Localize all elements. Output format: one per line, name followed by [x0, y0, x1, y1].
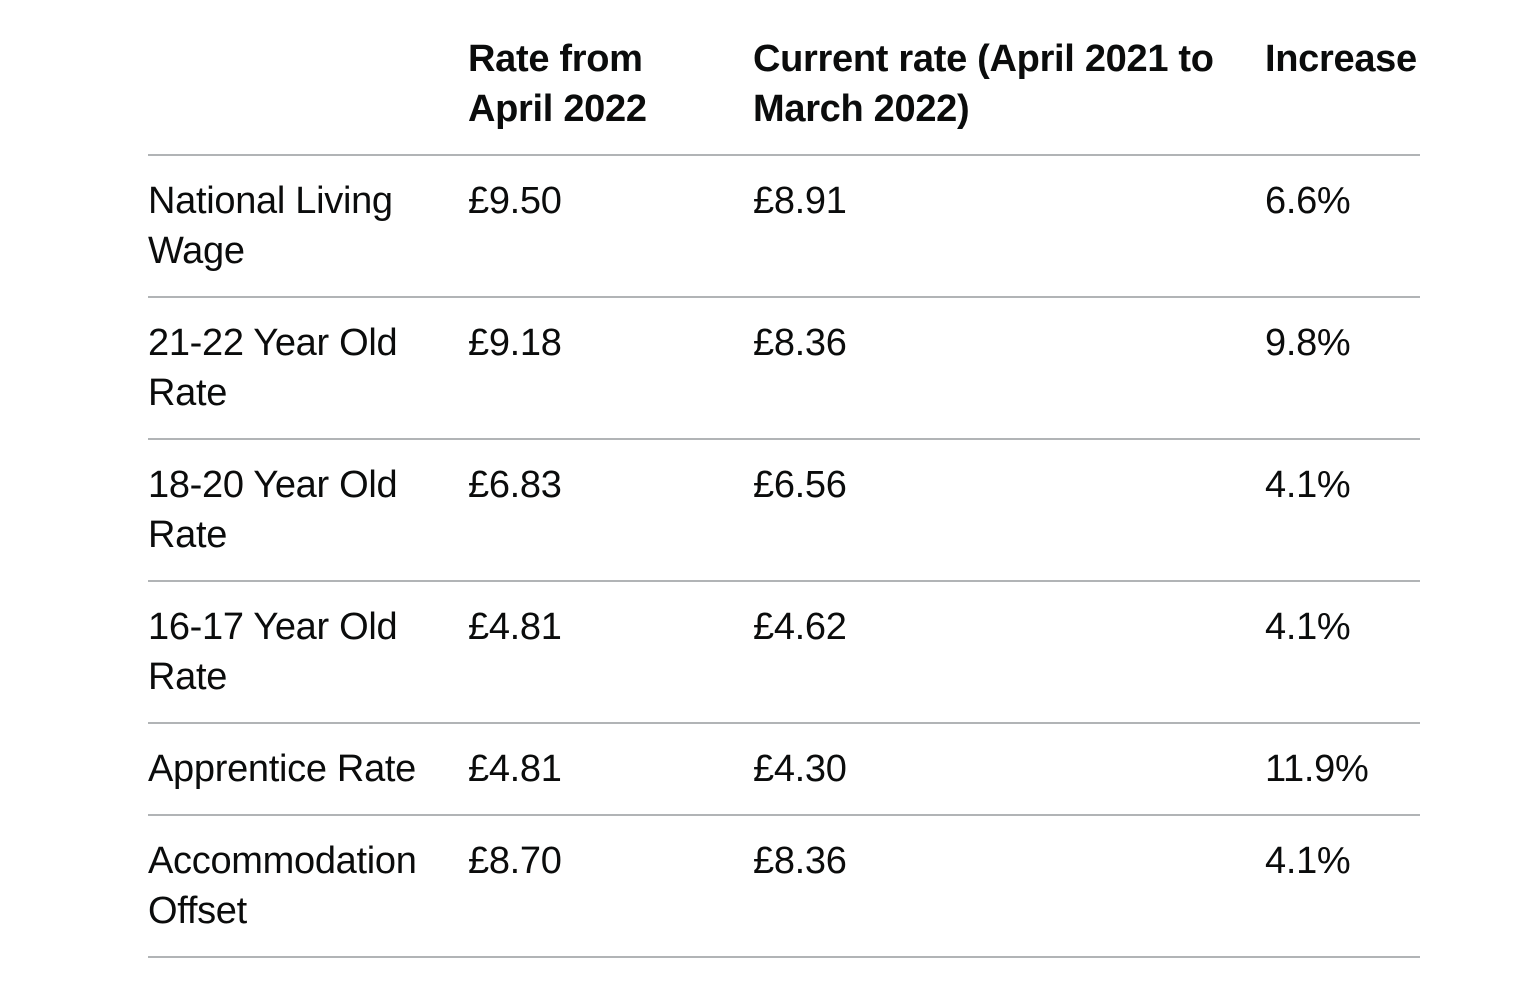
table-row-national-living-wage: National Living Wage £9.50 £8.91 6.6%: [148, 155, 1420, 298]
cell-increase: 6.6%: [1265, 155, 1420, 298]
column-header-empty: [148, 14, 468, 156]
row-label: 16-17 Year Old Rate: [148, 581, 468, 724]
column-header-current-rate: Current rate (April 2021 to March 2022): [753, 14, 1265, 156]
table-row-accommodation-offset: Accommodation Offset £8.70 £8.36 4.1%: [148, 815, 1420, 958]
cell-increase: 4.1%: [1265, 815, 1420, 958]
cell-rate-from-april-2022: £6.83: [468, 439, 753, 582]
row-label: Accommodation Offset: [148, 815, 468, 958]
cell-rate-from-april-2022: £8.70: [468, 815, 753, 958]
cell-increase: 4.1%: [1265, 581, 1420, 724]
table-row-16-17-year-old-rate: 16-17 Year Old Rate £4.81 £4.62 4.1%: [148, 581, 1420, 724]
table-row-18-20-year-old-rate: 18-20 Year Old Rate £6.83 £6.56 4.1%: [148, 439, 1420, 582]
cell-current-rate: £4.30: [753, 723, 1265, 816]
column-header-rate-from-april-2022: Rate from April 2022: [468, 14, 753, 156]
cell-rate-from-april-2022: £4.81: [468, 581, 753, 724]
row-label: 21-22 Year Old Rate: [148, 297, 468, 440]
cell-current-rate: £8.36: [753, 815, 1265, 958]
cell-increase: 4.1%: [1265, 439, 1420, 582]
row-label: Apprentice Rate: [148, 723, 468, 816]
cell-current-rate: £8.36: [753, 297, 1265, 440]
table-row-21-22-year-old-rate: 21-22 Year Old Rate £9.18 £8.36 9.8%: [148, 297, 1420, 440]
cell-rate-from-april-2022: £9.50: [468, 155, 753, 298]
column-header-increase: Increase: [1265, 14, 1420, 156]
cell-current-rate: £4.62: [753, 581, 1265, 724]
cell-rate-from-april-2022: £9.18: [468, 297, 753, 440]
cell-increase: 9.8%: [1265, 297, 1420, 440]
cell-increase: 11.9%: [1265, 723, 1420, 816]
row-label: 18-20 Year Old Rate: [148, 439, 468, 582]
cell-current-rate: £6.56: [753, 439, 1265, 582]
cell-current-rate: £8.91: [753, 155, 1265, 298]
table-row-apprentice-rate: Apprentice Rate £4.81 £4.30 11.9%: [148, 723, 1420, 816]
minimum-wage-rates-table: Rate from April 2022 Current rate (April…: [148, 14, 1420, 958]
row-label: National Living Wage: [148, 155, 468, 298]
table-header-row: Rate from April 2022 Current rate (April…: [148, 14, 1420, 156]
cell-rate-from-april-2022: £4.81: [468, 723, 753, 816]
